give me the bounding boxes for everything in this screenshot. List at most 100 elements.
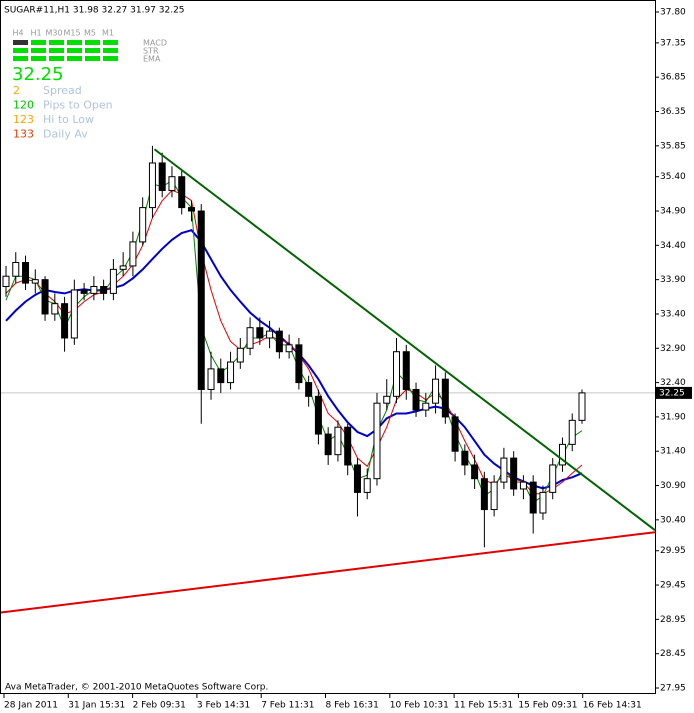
candle-body: [314, 395, 322, 435]
y-tick-label: 33.40: [660, 309, 686, 319]
candle-body: [109, 268, 117, 294]
candle-body: [578, 392, 586, 421]
signal-cell: [67, 48, 82, 53]
panel-label: Hi to Low: [43, 113, 94, 126]
timeframe: M15: [63, 29, 80, 38]
y-tick-label: 36.85: [660, 73, 686, 83]
candle-body: [70, 289, 78, 339]
candle-body: [441, 378, 449, 418]
candle-body: [129, 241, 137, 267]
signal-cell: [49, 40, 64, 45]
indicator-name: MACD: [143, 39, 167, 48]
y-tick-label: 33.90: [660, 275, 686, 285]
candle-body: [90, 286, 98, 294]
plot-frame: [0, 0, 656, 694]
candle-body: [207, 368, 215, 390]
x-tick-label: 8 Feb 16:31: [326, 701, 379, 711]
trend-line: [153, 148, 656, 531]
signal-cell: [49, 48, 64, 53]
candle-body: [519, 481, 527, 490]
signal-cell: [31, 56, 46, 61]
x-tick-label: 31 Jan 15:31: [68, 701, 125, 711]
candle-body: [197, 210, 205, 390]
x-tick-label: 7 Feb 11:31: [261, 701, 314, 711]
signal-cell: [67, 40, 82, 45]
candle-body: [373, 402, 381, 480]
timeframe: M30: [45, 29, 62, 38]
signal-cell: [85, 40, 100, 45]
y-tick-label: 30.40: [660, 515, 686, 525]
y-tick-label: 27.95: [660, 684, 686, 694]
candle-body: [363, 478, 371, 493]
candle-body: [187, 207, 195, 212]
candle-body: [402, 351, 410, 390]
panel-value: 123: [13, 113, 34, 126]
candle-body: [2, 275, 10, 288]
candle-body: [383, 395, 391, 404]
candle-body: [236, 347, 244, 363]
candle-body: [529, 481, 537, 514]
panel-value: 133: [13, 128, 34, 141]
candle-body: [393, 351, 401, 397]
candle-body: [217, 368, 225, 384]
last-price-label: 32.25: [659, 388, 685, 398]
x-tick-label: 3 Feb 14:31: [197, 701, 250, 711]
x-tick-label: 15 Feb 09:31: [518, 701, 577, 711]
y-tick-label: 28.45: [660, 649, 686, 659]
indicator-name: EMA: [143, 55, 161, 64]
y-tick-label: 34.40: [660, 241, 686, 251]
signal-cell: [13, 48, 28, 53]
signal-cell: [49, 56, 64, 61]
price-big: 32.25: [12, 64, 64, 85]
panel-value: 2: [13, 84, 20, 97]
candle-body: [168, 176, 176, 191]
candle-body: [22, 261, 30, 284]
last-price-box: [656, 386, 692, 399]
signal-cell: [31, 48, 46, 53]
candle-body: [31, 279, 39, 284]
y-tick-label: 30.90: [660, 481, 686, 491]
timeframe: M1: [102, 29, 114, 38]
candle-body: [148, 162, 156, 209]
candle-body: [119, 265, 127, 270]
y-tick-label: 37.35: [660, 38, 686, 48]
y-tick-label: 32.40: [660, 378, 686, 388]
candle-body: [461, 450, 469, 466]
signal-cell: [67, 56, 82, 61]
y-tick-label: 29.45: [660, 581, 686, 591]
candle-body: [558, 443, 566, 466]
candle-body: [275, 330, 283, 353]
y-tick-label: 32.90: [660, 344, 686, 354]
candle-body: [568, 419, 576, 445]
candle-body: [490, 481, 498, 511]
candle-body: [266, 330, 274, 339]
y-tick-label: 31.40: [660, 447, 686, 457]
timeframe: H4: [12, 29, 23, 38]
candle-body: [451, 416, 459, 452]
signal-cell: [31, 40, 46, 45]
trend-line: [0, 531, 656, 614]
candle-body: [305, 382, 313, 397]
y-tick-label: 28.95: [660, 615, 686, 625]
x-tick-label: 16 Feb 14:31: [583, 701, 642, 711]
y-tick-label: 37.80: [660, 8, 686, 18]
signal-cell: [103, 48, 118, 53]
candle-body: [178, 176, 186, 209]
y-tick-label: 36.35: [660, 107, 686, 117]
candle-body: [432, 378, 440, 404]
y-tick-label: 29.95: [660, 546, 686, 556]
candle-body: [422, 402, 430, 411]
signal-cell: [13, 56, 28, 61]
candle-body: [500, 457, 508, 483]
candle-body: [324, 433, 332, 456]
candle-body: [334, 426, 342, 456]
timeframe: H1: [30, 29, 41, 38]
candle-body: [100, 286, 108, 294]
candle-body: [12, 261, 20, 277]
candle-body: [510, 457, 518, 490]
signal-cell: [13, 40, 28, 45]
timeframe: M5: [84, 29, 96, 38]
candle-body: [285, 344, 293, 353]
candle-body: [480, 478, 488, 511]
x-tick-label: 10 Feb 10:31: [390, 701, 449, 711]
